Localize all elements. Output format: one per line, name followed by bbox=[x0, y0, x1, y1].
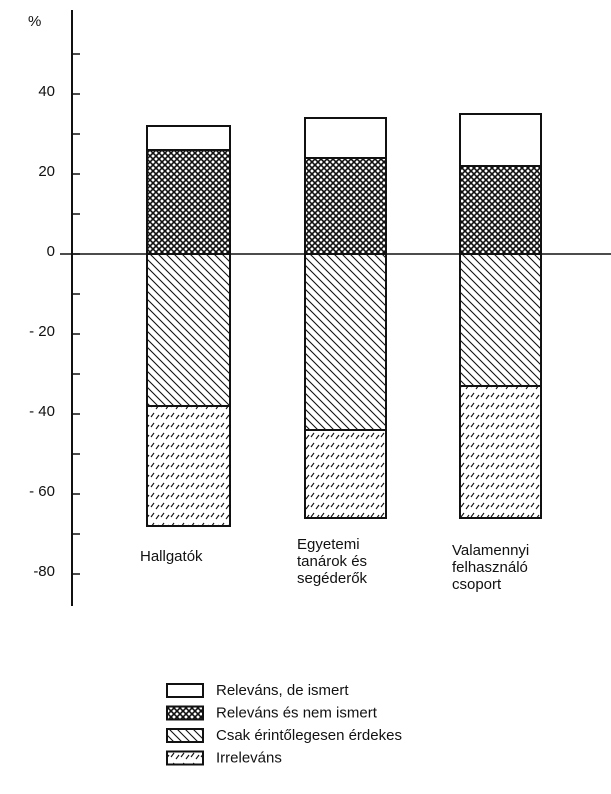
bar-segment bbox=[304, 429, 387, 519]
bar-segment bbox=[304, 253, 387, 431]
y-axis-label: % bbox=[28, 13, 41, 30]
y-tick-label: - 40 bbox=[29, 403, 55, 420]
legend-label: Csak érintőlegesen érdekes bbox=[216, 727, 402, 744]
y-tick-label: -80 bbox=[33, 563, 55, 580]
y-tick-label: 20 bbox=[38, 163, 55, 180]
legend-swatch bbox=[166, 750, 204, 766]
y-tick-label: - 20 bbox=[29, 323, 55, 340]
y-tick-label: 0 bbox=[47, 243, 55, 260]
legend-label: Releváns, de ismert bbox=[216, 682, 349, 699]
bar-segment bbox=[146, 405, 231, 527]
bar-segment bbox=[146, 125, 231, 151]
bar-segment bbox=[146, 149, 231, 255]
x-tick-label: Valamennyi felhasználó csoport bbox=[452, 542, 530, 593]
bar-segment bbox=[304, 157, 387, 255]
bar-segment bbox=[459, 385, 542, 519]
legend-label: Releváns és nem ismert bbox=[216, 704, 378, 721]
legend-label: Irreleváns bbox=[216, 749, 282, 766]
bar-segment bbox=[459, 253, 542, 387]
bar-segment bbox=[304, 117, 387, 159]
bar-segment bbox=[146, 253, 231, 407]
y-tick-label: 40 bbox=[38, 83, 55, 100]
legend-swatch bbox=[166, 705, 204, 721]
x-tick-label: Egyetemi tanárok és segéderők bbox=[297, 536, 368, 587]
legend-swatch bbox=[166, 728, 204, 743]
x-tick-label: Hallgatók bbox=[140, 548, 203, 565]
legend-swatch bbox=[166, 683, 204, 698]
bar-segment bbox=[459, 113, 542, 167]
bar-segment bbox=[459, 165, 542, 255]
y-tick-label: - 60 bbox=[29, 483, 55, 500]
